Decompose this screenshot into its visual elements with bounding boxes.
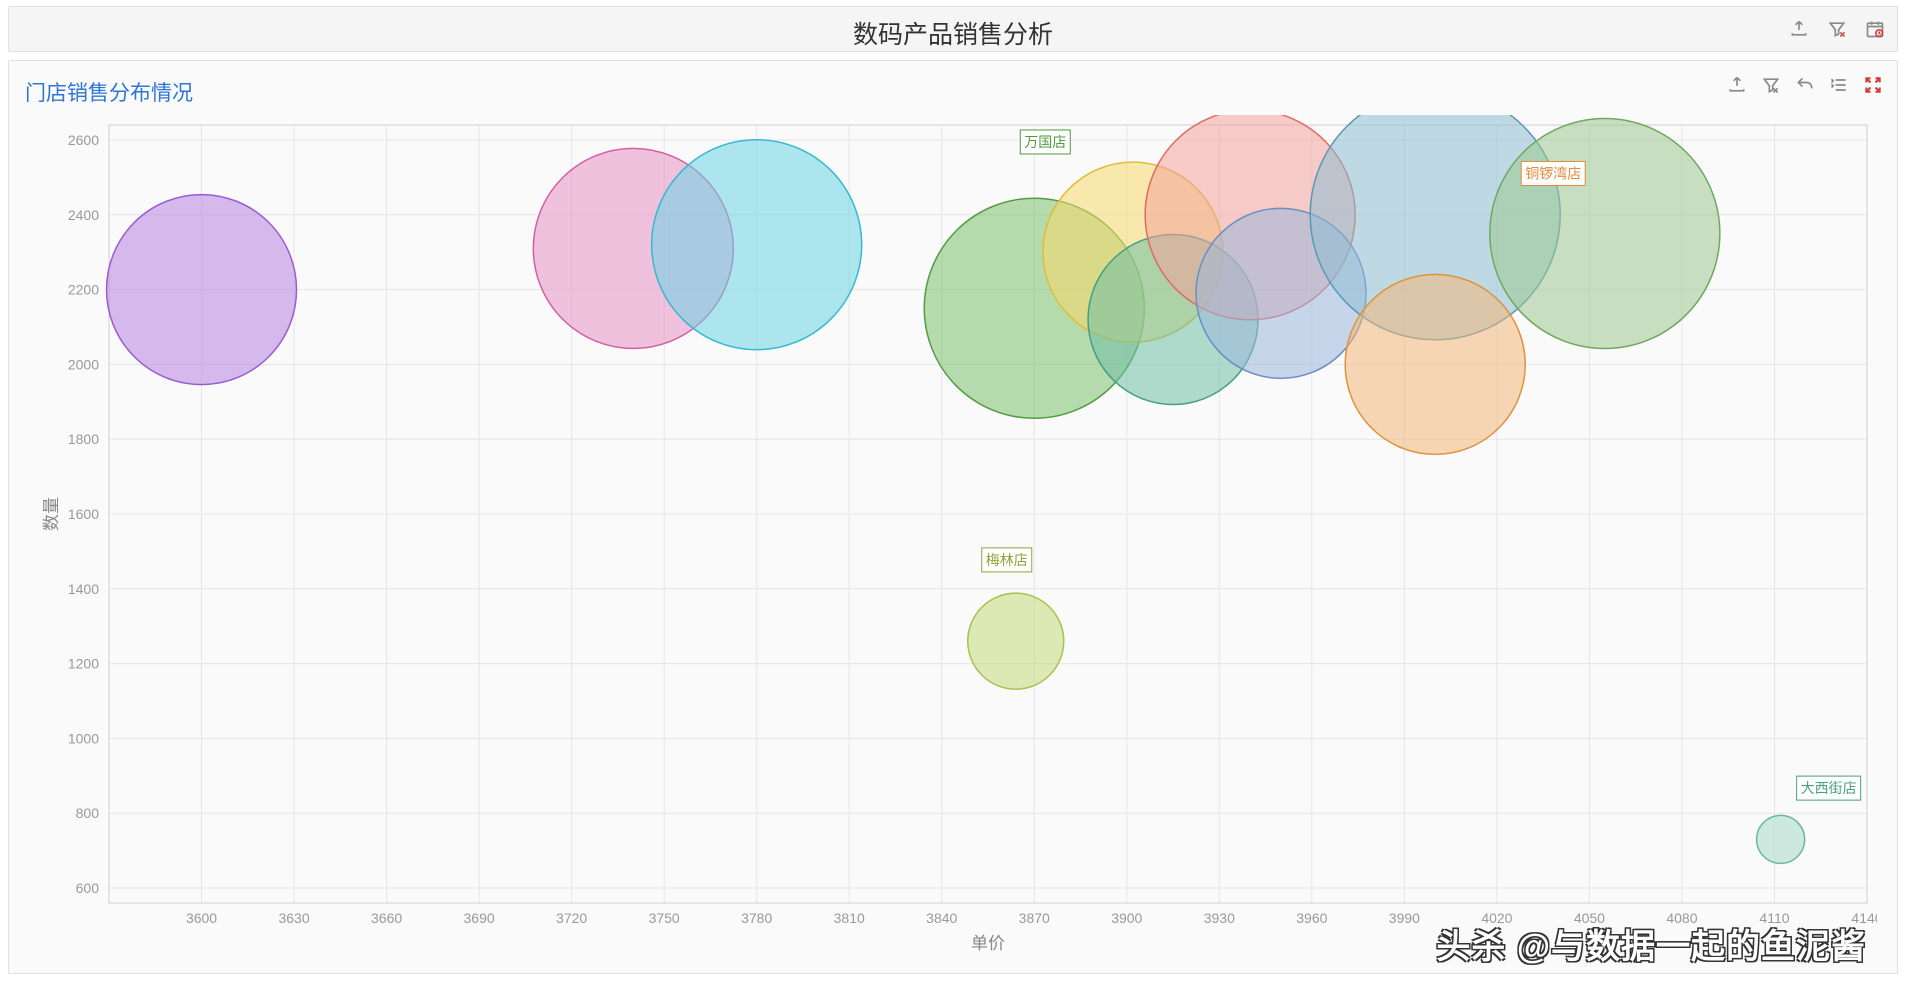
undo-icon[interactable] xyxy=(1795,75,1815,95)
title-toolbar xyxy=(1789,19,1885,39)
svg-text:4080: 4080 xyxy=(1666,910,1697,926)
svg-text:大西街店: 大西街店 xyxy=(1801,780,1857,796)
svg-text:3780: 3780 xyxy=(741,910,772,926)
svg-text:2000: 2000 xyxy=(68,356,99,372)
svg-text:3720: 3720 xyxy=(556,910,587,926)
svg-text:1400: 1400 xyxy=(68,581,99,597)
bubble[interactable] xyxy=(1490,118,1720,348)
export-icon[interactable] xyxy=(1789,19,1809,39)
schedule-icon[interactable] xyxy=(1865,19,1885,39)
filter-clear-icon[interactable] xyxy=(1827,19,1847,39)
svg-text:4020: 4020 xyxy=(1481,910,1512,926)
svg-text:1800: 1800 xyxy=(68,431,99,447)
svg-text:3810: 3810 xyxy=(834,910,865,926)
bubble-label: 万国店 xyxy=(1020,130,1070,154)
chart-panel: 门店销售分布情况 3600 3630 3660 3690 3720 3750 3780 381… xyxy=(8,60,1898,974)
svg-text:3690: 3690 xyxy=(464,910,495,926)
svg-text:3840: 3840 xyxy=(926,910,957,926)
title-bar: 数码产品销售分析 xyxy=(8,6,1898,52)
svg-text:4140: 4140 xyxy=(1851,910,1877,926)
svg-text:梅林店: 梅林店 xyxy=(986,552,1028,568)
chart-export-icon[interactable] xyxy=(1727,75,1747,95)
bubble[interactable] xyxy=(1757,815,1805,863)
svg-text:3600: 3600 xyxy=(186,910,217,926)
svg-text:4110: 4110 xyxy=(1759,910,1789,926)
svg-text:3630: 3630 xyxy=(278,910,309,926)
svg-text:万国店: 万国店 xyxy=(1024,134,1066,150)
svg-text:3900: 3900 xyxy=(1111,910,1142,926)
svg-text:单价: 单价 xyxy=(971,934,1005,953)
bubble-label: 大西街店 xyxy=(1797,776,1861,800)
svg-text:数量: 数量 xyxy=(42,497,61,531)
svg-text:3870: 3870 xyxy=(1019,910,1050,926)
chart-filter-icon[interactable] xyxy=(1761,75,1781,95)
chart-title: 门店销售分布情况 xyxy=(25,77,193,107)
svg-text:2400: 2400 xyxy=(68,207,99,223)
svg-text:3750: 3750 xyxy=(649,910,680,926)
svg-text:1000: 1000 xyxy=(68,730,99,746)
bubble[interactable] xyxy=(1345,274,1525,454)
svg-text:800: 800 xyxy=(76,805,100,821)
svg-text:3960: 3960 xyxy=(1296,910,1327,926)
collapse-icon[interactable] xyxy=(1863,75,1883,95)
svg-text:3990: 3990 xyxy=(1389,910,1420,926)
svg-text:3930: 3930 xyxy=(1204,910,1235,926)
svg-text:2600: 2600 xyxy=(68,132,99,148)
page-title: 数码产品销售分析 xyxy=(9,15,1897,51)
chart-toolbar xyxy=(1727,75,1883,95)
svg-text:铜锣湾店: 铜锣湾店 xyxy=(1525,165,1581,181)
svg-text:600: 600 xyxy=(76,880,100,896)
svg-text:1600: 1600 xyxy=(68,506,99,522)
list-icon[interactable] xyxy=(1829,75,1849,95)
page-root: { "header": { "title": "数码产品销售分析", "bg":… xyxy=(0,0,1906,982)
bubble[interactable] xyxy=(107,195,297,385)
bubble-chart[interactable]: 3600 3630 3660 3690 3720 3750 3780 3810 3840 3870… xyxy=(39,115,1877,957)
svg-text:1200: 1200 xyxy=(68,656,99,672)
bubble-label: 梅林店 xyxy=(982,548,1032,572)
bubble-label: 铜锣湾店 xyxy=(1521,161,1585,185)
svg-text:2200: 2200 xyxy=(68,282,99,298)
svg-text:3660: 3660 xyxy=(371,910,402,926)
plot-area: 3600 3630 3660 3690 3720 3750 3780 3810 3840 3870… xyxy=(39,115,1877,957)
svg-text:4050: 4050 xyxy=(1574,910,1605,926)
bubble[interactable] xyxy=(652,140,862,350)
bubble[interactable] xyxy=(968,593,1064,689)
